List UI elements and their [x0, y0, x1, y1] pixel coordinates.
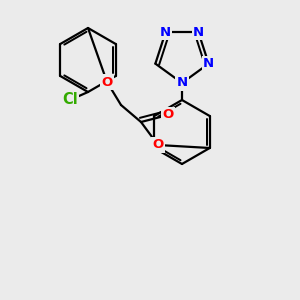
Text: N: N [160, 26, 171, 39]
Text: O: O [162, 109, 174, 122]
Text: O: O [101, 76, 112, 88]
Text: N: N [193, 26, 204, 39]
Text: O: O [152, 139, 164, 152]
Text: N: N [203, 57, 214, 70]
Text: N: N [176, 76, 188, 89]
Text: Cl: Cl [62, 92, 78, 107]
